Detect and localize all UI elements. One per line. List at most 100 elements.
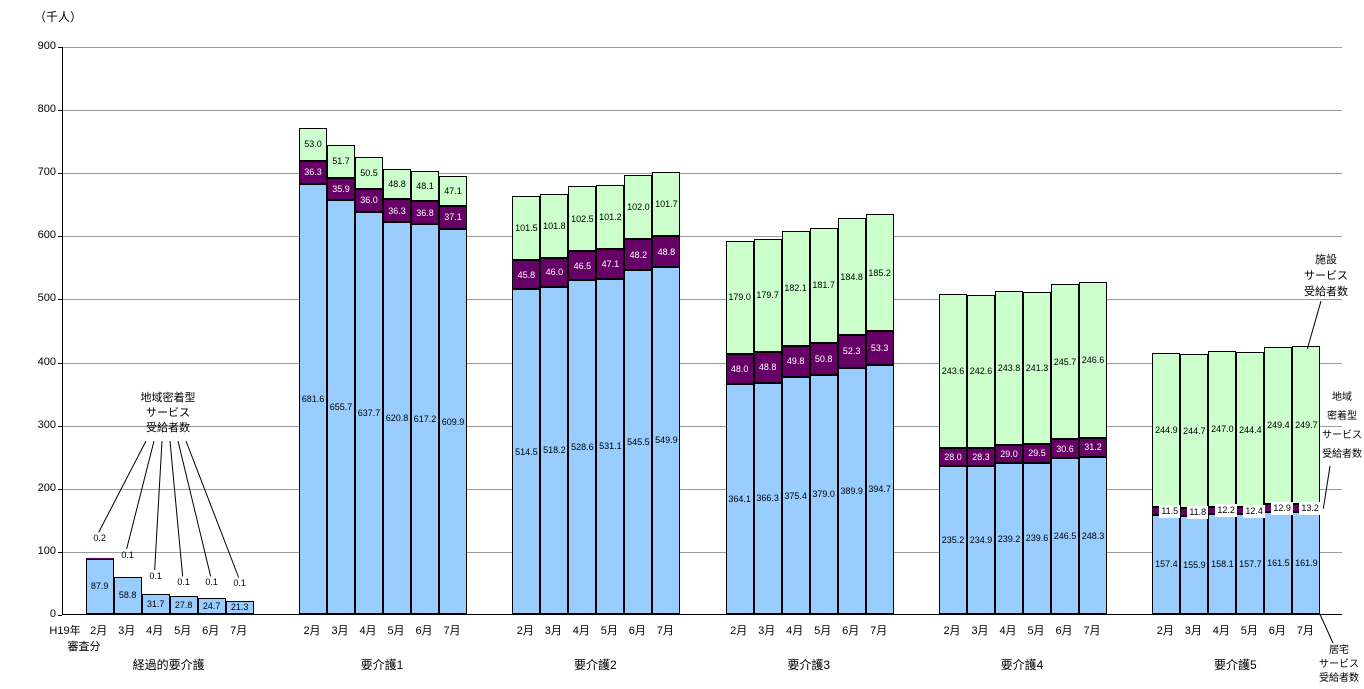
- bar-value-label: 155.9: [1183, 559, 1206, 570]
- y-axis-tick-label: 0: [49, 608, 56, 620]
- bar-segment-home: [967, 465, 995, 614]
- x-axis-month-label: 4月: [786, 625, 804, 637]
- x-axis-month-label: 7月: [1083, 625, 1101, 637]
- bar-value-label: 620.8: [385, 413, 409, 424]
- bar-value-label: 46.0: [545, 267, 564, 278]
- y-axis-tick: [58, 615, 62, 616]
- y-axis-tick-label: 100: [37, 544, 56, 557]
- bar-value-label: 531.1: [599, 441, 622, 452]
- gridline: [63, 425, 1342, 427]
- y-axis-tick: [58, 362, 62, 364]
- bar-value-label: 11.8: [1187, 505, 1209, 519]
- bar-segment-home: [753, 382, 782, 614]
- bar-segment-home: [1208, 514, 1237, 614]
- callout-line: [1318, 612, 1334, 644]
- bar-value-label: 28.3: [972, 451, 990, 462]
- bar-segment-home: [169, 596, 198, 614]
- bar-segment-home: [197, 598, 226, 614]
- bar-segment-home: [1236, 514, 1265, 614]
- annotation-home-service-right: 居宅 サービス 受給者数: [1319, 645, 1359, 684]
- gridline: [63, 299, 1342, 301]
- bar-segment-facility: [327, 144, 355, 178]
- bar-segment-community: [624, 239, 653, 270]
- bar-segment-home: [725, 384, 754, 614]
- bar-value-label: 46.5: [573, 260, 592, 271]
- bar-segment-community: [299, 160, 327, 184]
- bar-segment-facility: [1292, 345, 1321, 504]
- bar-segment-facility: [1180, 353, 1209, 509]
- bar-value-label: 0.1: [205, 577, 218, 588]
- bar-value-label: 184.8: [840, 271, 863, 282]
- bar-segment-home: [1079, 457, 1107, 614]
- x-axis-month-label: 6月: [1268, 625, 1286, 637]
- bar-segment-facility: [512, 196, 541, 261]
- x-axis-month-label: 3月: [971, 625, 989, 637]
- bar-segment-home: [1051, 458, 1079, 614]
- bar-value-label: 157.4: [1155, 559, 1178, 570]
- bar-value-label: 12.4: [1243, 504, 1265, 518]
- plot-area: 87.9 0.2 58.8 0.1 31.7 0.1 27.8 0.1 24.7 0.1 21.3 0…: [62, 47, 1342, 615]
- bar-segment-facility: [1264, 346, 1293, 504]
- bar-value-label: 366.3: [756, 493, 779, 504]
- bar-value-label: 12.2: [1215, 504, 1237, 518]
- bar-value-label: 181.7: [812, 280, 835, 291]
- gridline: [63, 110, 1342, 112]
- bar-value-label: 244.9: [1155, 425, 1178, 436]
- bar-value-label: 246.6: [1081, 354, 1105, 365]
- bar-value-label: 36.3: [388, 205, 406, 216]
- bar-value-label: 50.5: [360, 167, 378, 178]
- y-axis-tick: [58, 173, 62, 175]
- bar-segment-facility: [596, 185, 625, 250]
- x-axis-group-label: 経過的要介護: [132, 658, 205, 672]
- bar-segment-home: [113, 576, 142, 614]
- bar-segment-home: [809, 374, 838, 614]
- bar-segment-community: [327, 177, 355, 201]
- bar-value-label: 609.9: [441, 416, 465, 427]
- x-axis-group-label: 要介護1: [360, 658, 404, 672]
- x-axis-month-label: 7月: [1296, 625, 1314, 637]
- y-axis-tick: [58, 110, 62, 112]
- x-axis-group-label: 要介護3: [787, 658, 830, 672]
- bar-value-label: 518.2: [543, 445, 566, 456]
- bar-segment-community: [540, 257, 569, 287]
- x-axis-month-label: 3月: [1184, 625, 1202, 637]
- bar-value-label: 35.9: [332, 183, 350, 194]
- bar-value-label: 11.5: [1159, 505, 1181, 519]
- bar-segment-community: [568, 251, 597, 281]
- bar-value-label: 102.5: [571, 213, 594, 224]
- bar-segment-home: [865, 364, 894, 614]
- bar-value-label: 241.3: [1025, 363, 1049, 374]
- bar-value-label: 161.9: [1295, 557, 1318, 568]
- x-axis-month-label: 2月: [303, 625, 321, 637]
- x-axis-month-label: 6月: [842, 625, 860, 637]
- bar-value-label: 239.2: [997, 533, 1021, 544]
- x-axis-era-label: H19年: [49, 625, 81, 637]
- bar-value-label: 101.5: [515, 223, 538, 234]
- bar-value-label: 545.5: [627, 436, 650, 447]
- bar-segment-home: [540, 286, 569, 614]
- bar-segment-home: [1023, 462, 1051, 614]
- bar-value-label: 0.1: [149, 570, 162, 581]
- bar-value-label: 617.2: [413, 414, 437, 425]
- bar-segment-community: [781, 345, 810, 378]
- y-axis-tick-label: 300: [37, 418, 56, 431]
- bar-segment-home: [141, 594, 170, 614]
- bar-segment-facility: [781, 230, 810, 346]
- annotation-community-service-right: 地域 密着型 サービス 受給者数: [1322, 392, 1362, 460]
- bar-segment-home: [939, 465, 967, 614]
- bar-segment-home: [512, 289, 541, 614]
- bar-segment-home: [1292, 511, 1321, 614]
- bar-value-label: 48.8: [657, 246, 676, 257]
- x-axis-month-label: 3月: [118, 625, 136, 637]
- bar-value-label: 179.0: [728, 292, 751, 303]
- bar-value-label: 58.8: [118, 590, 137, 601]
- bar-value-label: 549.9: [655, 435, 678, 446]
- bar-value-label: 21.3: [230, 602, 249, 613]
- bar-value-label: 101.2: [599, 212, 622, 223]
- x-axis-month-label: 2月: [1156, 625, 1174, 637]
- bar-segment-community: [939, 447, 967, 466]
- x-axis-month-label: 4月: [146, 625, 164, 637]
- bar-value-label: 244.7: [1183, 425, 1206, 436]
- bar-value-label: 234.9: [969, 534, 993, 545]
- bar-segment-home: [439, 229, 467, 614]
